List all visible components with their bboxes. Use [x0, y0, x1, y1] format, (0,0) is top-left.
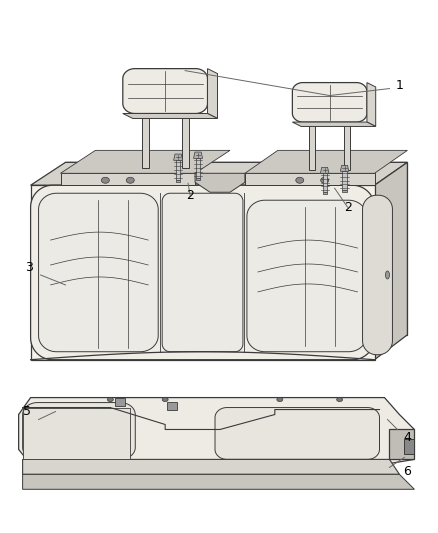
Ellipse shape [126, 177, 134, 183]
Polygon shape [23, 474, 414, 489]
Polygon shape [39, 193, 158, 352]
Bar [115, 398, 125, 406]
Ellipse shape [321, 177, 328, 183]
Polygon shape [31, 185, 374, 360]
Ellipse shape [385, 271, 389, 279]
Text: 4: 4 [403, 431, 411, 444]
Ellipse shape [337, 398, 343, 401]
Ellipse shape [101, 177, 110, 183]
Polygon shape [309, 122, 315, 171]
Polygon shape [293, 122, 376, 126]
Text: 2: 2 [344, 201, 352, 214]
Polygon shape [208, 69, 218, 118]
Polygon shape [162, 193, 243, 352]
Ellipse shape [296, 177, 304, 183]
Polygon shape [247, 200, 367, 352]
Polygon shape [293, 83, 367, 122]
Ellipse shape [162, 398, 168, 401]
Polygon shape [215, 408, 379, 459]
Polygon shape [142, 114, 149, 168]
Polygon shape [245, 173, 374, 185]
Polygon shape [31, 163, 407, 185]
Polygon shape [123, 114, 218, 118]
Polygon shape [176, 160, 180, 180]
Polygon shape [173, 154, 183, 160]
Polygon shape [23, 459, 399, 474]
Polygon shape [195, 173, 245, 192]
Text: 3: 3 [25, 262, 32, 274]
Ellipse shape [277, 398, 283, 401]
Polygon shape [344, 122, 350, 171]
Polygon shape [367, 83, 376, 126]
Polygon shape [245, 150, 407, 173]
Text: 2: 2 [186, 189, 194, 201]
Bar [167, 401, 177, 409]
Polygon shape [31, 185, 374, 360]
Polygon shape [23, 402, 135, 459]
Polygon shape [66, 163, 407, 335]
Ellipse shape [107, 398, 113, 401]
Polygon shape [363, 195, 392, 355]
Polygon shape [23, 408, 130, 459]
Polygon shape [404, 439, 414, 455]
Polygon shape [19, 398, 414, 464]
Polygon shape [60, 173, 195, 185]
Polygon shape [340, 165, 349, 171]
Polygon shape [123, 69, 208, 114]
Polygon shape [321, 167, 329, 173]
Polygon shape [374, 163, 407, 360]
Polygon shape [196, 158, 200, 178]
Polygon shape [182, 114, 189, 168]
Polygon shape [194, 152, 202, 158]
Polygon shape [389, 430, 414, 459]
Polygon shape [322, 192, 327, 194]
Polygon shape [343, 171, 347, 190]
Polygon shape [322, 173, 327, 192]
Polygon shape [196, 178, 200, 180]
Text: 1: 1 [396, 79, 403, 92]
Polygon shape [343, 190, 347, 192]
Polygon shape [176, 180, 180, 182]
Text: 6: 6 [403, 465, 411, 478]
Polygon shape [60, 150, 230, 173]
Text: 5: 5 [23, 405, 31, 418]
